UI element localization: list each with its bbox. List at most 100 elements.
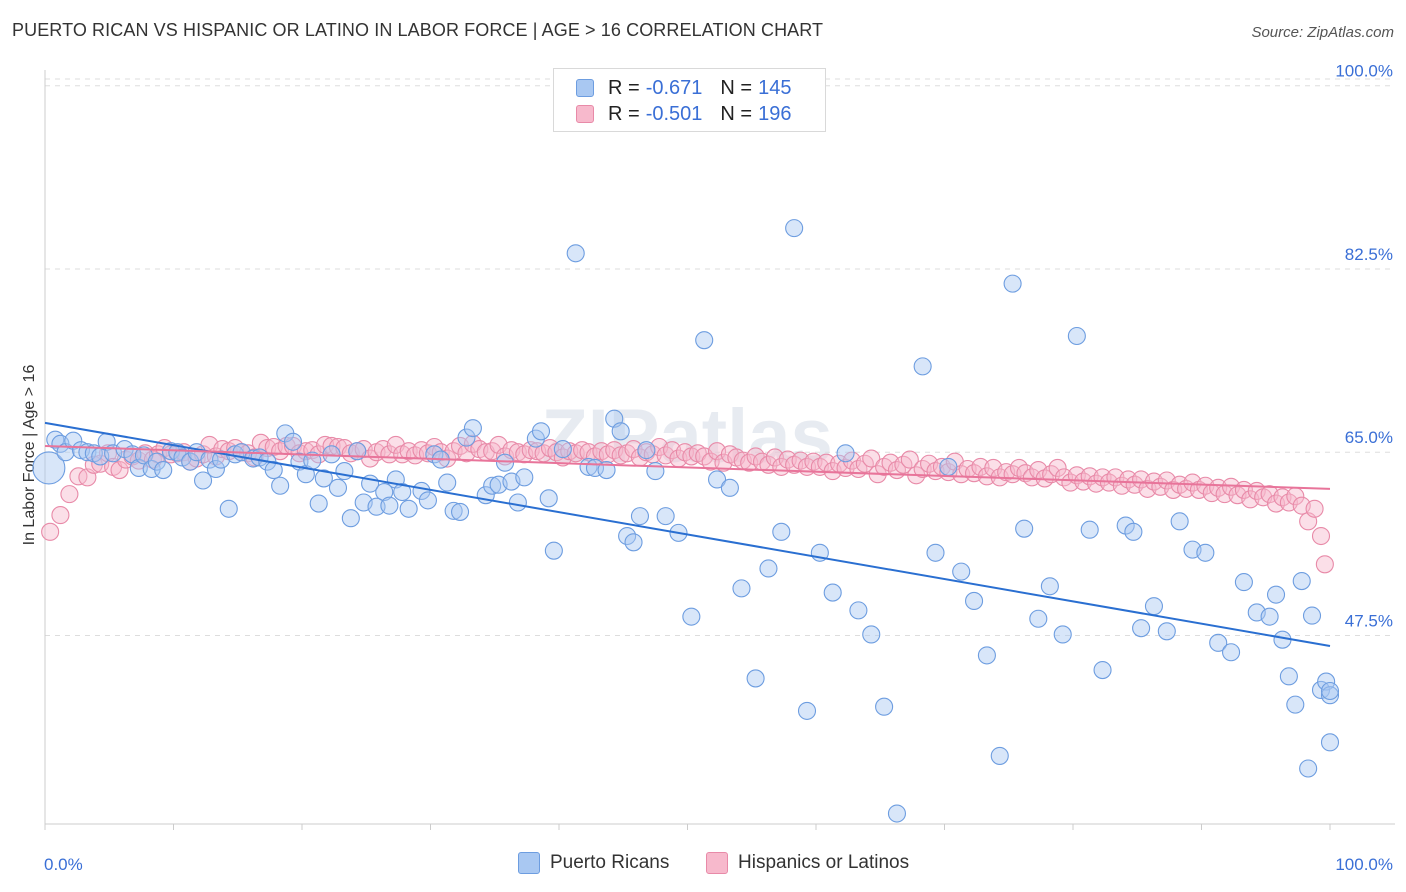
data-point: [483, 476, 502, 495]
data-point: [64, 431, 83, 450]
data-point: [1234, 573, 1253, 592]
data-point: [887, 804, 907, 823]
data-point: [1311, 526, 1331, 546]
stats-swatch-hispanic: [576, 105, 594, 123]
data-point: [1209, 633, 1228, 652]
data-point: [926, 543, 945, 562]
trend-layer: [44, 421, 1331, 647]
data-point: [206, 459, 225, 479]
legend-item-hispanics[interactable]: Hispanics or Latinos: [706, 852, 909, 874]
y-tick-label: 82.5%: [1345, 245, 1393, 264]
stats-box: R = -0.671 N = 145 R = -0.501 N = 196: [553, 68, 826, 132]
data-point: [380, 496, 399, 515]
data-point: [335, 462, 354, 481]
data-point: [110, 460, 129, 480]
data-point: [646, 462, 665, 481]
data-point: [630, 507, 650, 526]
data-point: [1317, 672, 1336, 691]
data-point: [41, 522, 60, 541]
data-point: [1320, 686, 1340, 705]
y-tick-label: 65.0%: [1345, 428, 1393, 447]
data-point: [1144, 597, 1164, 616]
data-point: [772, 522, 791, 541]
data-point: [560, 442, 579, 461]
data-point: [495, 453, 515, 472]
stats-row-puerto-rican: R = -0.671 N = 145: [576, 76, 791, 100]
data-point: [862, 449, 881, 468]
data-point: [309, 494, 328, 513]
data-point: [283, 432, 303, 451]
data-point: [836, 444, 855, 463]
data-point: [1292, 571, 1311, 591]
data-point: [785, 219, 804, 238]
data-point: [264, 460, 283, 480]
data-point: [566, 244, 585, 263]
data-point: [219, 499, 238, 518]
data-point: [32, 451, 66, 485]
data-point: [1315, 555, 1334, 574]
n-label: N =: [720, 76, 753, 99]
data-point: [708, 470, 727, 489]
data-point: [508, 493, 527, 512]
data-point: [438, 473, 457, 492]
data-point: [1015, 519, 1034, 538]
r-value: -0.671: [645, 76, 703, 99]
legend-label: Puerto Ricans: [550, 852, 670, 873]
data-point: [1266, 585, 1286, 604]
data-point: [656, 507, 675, 526]
series-puerto-ricans: [32, 219, 1340, 823]
n-value: 196: [758, 102, 792, 125]
data-point: [1299, 759, 1318, 778]
data-point: [1157, 622, 1176, 641]
legend-label: Hispanics or Latinos: [738, 852, 910, 873]
data-point: [862, 625, 881, 644]
data-point: [1003, 274, 1022, 293]
data-point: [1029, 609, 1048, 628]
data-point: [875, 697, 894, 716]
data-point: [457, 428, 476, 447]
data-point: [539, 489, 558, 508]
r-value: -0.501: [645, 102, 703, 125]
data-point: [393, 482, 412, 502]
legend-item-puerto-ricans[interactable]: Puerto Ricans: [518, 852, 669, 874]
data-point: [720, 478, 739, 497]
data-point: [553, 440, 572, 459]
data-point: [181, 452, 200, 471]
r-label: R =: [608, 102, 640, 125]
trend-line-hispanics: [44, 444, 1331, 490]
legend: Puerto Ricans Hispanics or Latinos: [0, 852, 1406, 878]
data-point: [1170, 512, 1189, 531]
data-point: [367, 497, 386, 516]
data-point: [624, 533, 643, 552]
data-point: [695, 331, 714, 350]
data-point: [637, 441, 656, 460]
y-tick-label: 47.5%: [1345, 612, 1393, 631]
data-point: [515, 468, 534, 487]
data-point: [60, 485, 79, 504]
data-point: [1124, 522, 1143, 541]
data-point: [1305, 499, 1324, 518]
data-point: [900, 450, 919, 469]
data-point: [1048, 458, 1067, 477]
data-point: [1196, 543, 1215, 562]
data-point: [611, 422, 630, 441]
n-label: N =: [720, 102, 753, 125]
source-label: Source: ZipAtlas.com: [1251, 24, 1394, 41]
stats-swatch-puerto-rican: [576, 79, 594, 97]
r-label: R =: [608, 76, 640, 99]
data-point: [1320, 733, 1340, 752]
series-hispanics: [41, 433, 1334, 574]
data-point: [939, 457, 958, 476]
stats-row-hispanic: R = -0.501 N = 196: [576, 102, 791, 126]
data-point: [1093, 661, 1112, 680]
data-point: [451, 502, 470, 521]
data-point: [823, 583, 842, 602]
data-point: [444, 501, 463, 520]
data-point: [418, 491, 437, 510]
data-point: [168, 443, 187, 462]
data-point: [1260, 607, 1279, 626]
data-point: [1061, 473, 1080, 492]
data-point: [1320, 681, 1340, 701]
data-point: [849, 601, 868, 620]
data-point: [701, 452, 720, 471]
